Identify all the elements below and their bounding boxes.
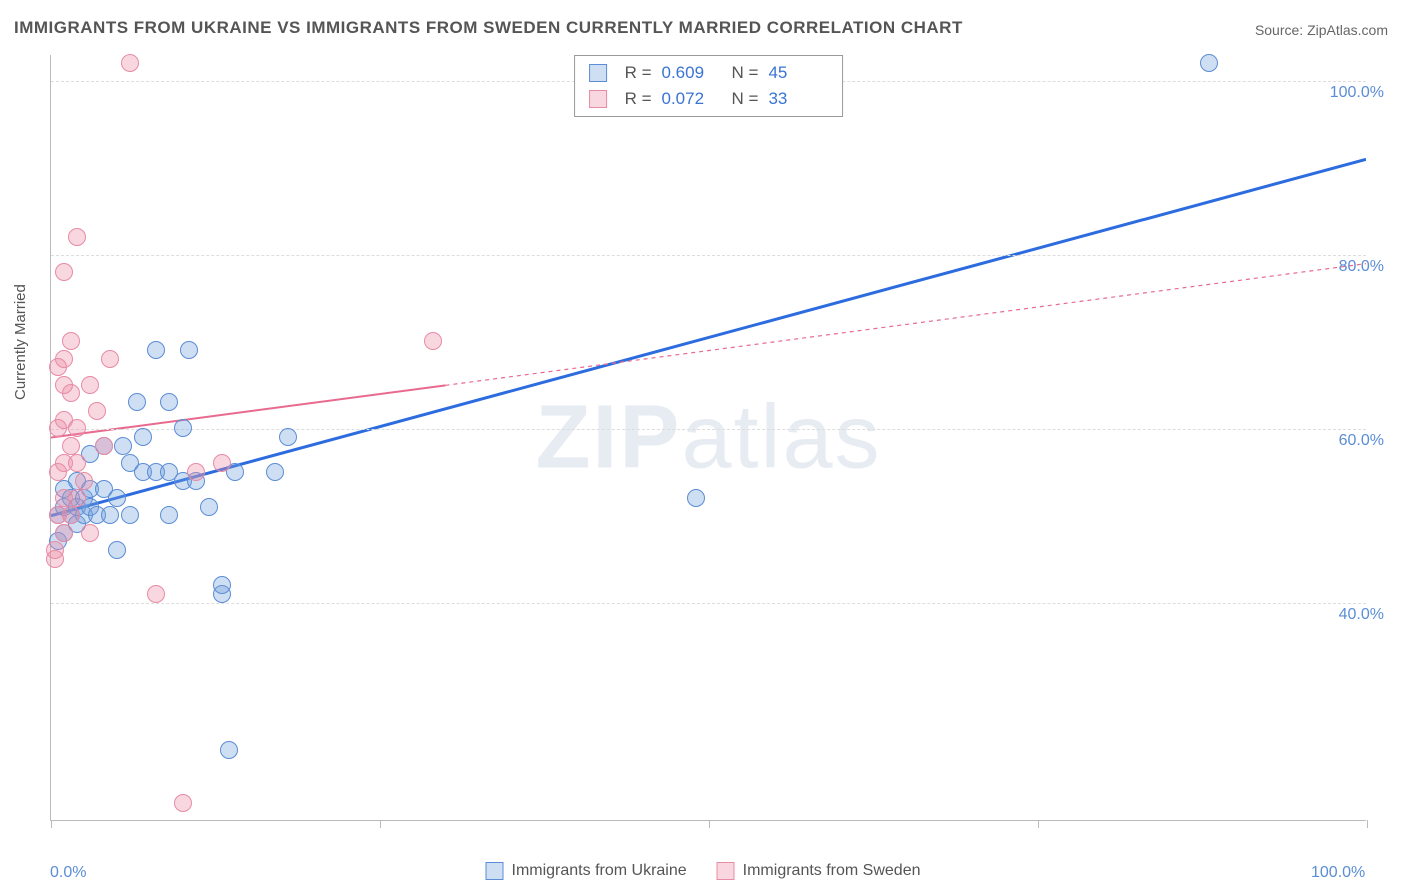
data-point xyxy=(62,384,80,402)
y-tick-label: 100.0% xyxy=(1330,84,1384,102)
legend-swatch xyxy=(717,862,735,880)
data-point xyxy=(95,437,113,455)
data-point xyxy=(108,541,126,559)
r-value: 0.072 xyxy=(662,86,722,112)
data-point xyxy=(81,376,99,394)
trend-lines-svg xyxy=(51,55,1366,820)
data-point xyxy=(174,419,192,437)
r-label: R = xyxy=(625,86,652,112)
legend-label: Immigrants from Sweden xyxy=(743,862,921,879)
y-tick-label: 80.0% xyxy=(1339,258,1384,276)
legend-item: Immigrants from Ukraine xyxy=(486,862,687,880)
data-point xyxy=(101,506,119,524)
data-point xyxy=(147,585,165,603)
legend-swatch xyxy=(486,862,504,880)
n-value: 33 xyxy=(768,86,828,112)
legend-row: R = 0.609 N = 45 xyxy=(589,60,829,86)
data-point xyxy=(68,489,86,507)
legend-swatch xyxy=(589,64,607,82)
data-point xyxy=(134,428,152,446)
chart-title: IMMIGRANTS FROM UKRAINE VS IMMIGRANTS FR… xyxy=(14,18,963,38)
y-tick-label: 40.0% xyxy=(1339,606,1384,624)
legend-label: Immigrants from Ukraine xyxy=(512,862,687,879)
data-point xyxy=(200,498,218,516)
x-tick xyxy=(1367,820,1368,828)
data-point xyxy=(55,350,73,368)
watermark-bold: ZIP xyxy=(535,387,681,487)
r-value: 0.609 xyxy=(662,60,722,86)
plot-area: ZIPatlas R = 0.609 N = 45 R = 0.072 N = 33 xyxy=(50,55,1366,821)
data-point xyxy=(687,489,705,507)
data-point xyxy=(180,341,198,359)
data-point xyxy=(213,576,231,594)
n-label: N = xyxy=(732,60,759,86)
y-tick-label: 60.0% xyxy=(1339,432,1384,450)
data-point xyxy=(55,263,73,281)
data-point xyxy=(213,454,231,472)
data-point xyxy=(68,228,86,246)
data-point xyxy=(62,437,80,455)
data-point xyxy=(160,506,178,524)
gridline xyxy=(51,429,1366,430)
data-point xyxy=(121,54,139,72)
data-point xyxy=(174,794,192,812)
data-point xyxy=(101,350,119,368)
watermark-light: atlas xyxy=(681,387,881,487)
data-point xyxy=(147,341,165,359)
x-tick xyxy=(51,820,52,828)
data-point xyxy=(88,402,106,420)
x-tick-label: 0.0% xyxy=(50,864,86,882)
data-point xyxy=(46,541,64,559)
x-tick xyxy=(709,820,710,828)
data-point xyxy=(1200,54,1218,72)
data-point xyxy=(128,393,146,411)
data-point xyxy=(68,454,86,472)
y-axis-label: Currently Married xyxy=(12,284,29,400)
source-attribution: Source: ZipAtlas.com xyxy=(1255,22,1388,38)
legend-item: Immigrants from Sweden xyxy=(717,862,921,880)
data-point xyxy=(424,332,442,350)
n-value: 45 xyxy=(768,60,828,86)
data-point xyxy=(81,524,99,542)
data-point xyxy=(114,437,132,455)
data-point xyxy=(62,506,80,524)
data-point xyxy=(68,419,86,437)
data-point xyxy=(62,332,80,350)
data-point xyxy=(121,506,139,524)
r-label: R = xyxy=(625,60,652,86)
x-tick xyxy=(1038,820,1039,828)
data-point xyxy=(187,463,205,481)
gridline xyxy=(51,603,1366,604)
gridline xyxy=(51,255,1366,256)
data-point xyxy=(108,489,126,507)
data-point xyxy=(160,393,178,411)
legend-row: R = 0.072 N = 33 xyxy=(589,86,829,112)
data-point xyxy=(75,472,93,490)
data-point xyxy=(220,741,238,759)
watermark: ZIPatlas xyxy=(535,386,881,489)
data-point xyxy=(279,428,297,446)
legend-swatch xyxy=(589,90,607,108)
correlation-legend: R = 0.609 N = 45 R = 0.072 N = 33 xyxy=(574,55,844,117)
data-point xyxy=(266,463,284,481)
n-label: N = xyxy=(732,86,759,112)
x-tick-label: 100.0% xyxy=(1311,864,1365,882)
x-tick xyxy=(380,820,381,828)
data-point xyxy=(55,524,73,542)
series-legend: Immigrants from Ukraine Immigrants from S… xyxy=(486,862,921,880)
